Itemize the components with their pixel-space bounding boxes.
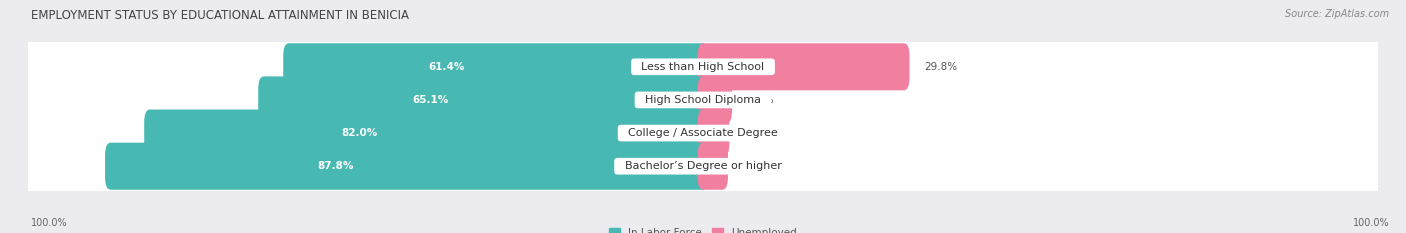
- FancyBboxPatch shape: [697, 110, 730, 157]
- Text: 82.0%: 82.0%: [342, 128, 378, 138]
- Text: 100.0%: 100.0%: [1353, 218, 1389, 228]
- Text: 61.4%: 61.4%: [427, 62, 464, 72]
- Text: 87.8%: 87.8%: [318, 161, 354, 171]
- FancyBboxPatch shape: [105, 143, 709, 190]
- Text: 65.1%: 65.1%: [412, 95, 449, 105]
- Text: EMPLOYMENT STATUS BY EDUCATIONAL ATTAINMENT IN BENICIA: EMPLOYMENT STATUS BY EDUCATIONAL ATTAINM…: [31, 9, 409, 22]
- Text: Less than High School: Less than High School: [634, 62, 772, 72]
- Text: 29.8%: 29.8%: [924, 62, 957, 72]
- FancyBboxPatch shape: [283, 43, 709, 90]
- FancyBboxPatch shape: [259, 76, 709, 123]
- FancyBboxPatch shape: [145, 110, 709, 157]
- FancyBboxPatch shape: [17, 129, 1389, 203]
- Text: 100.0%: 100.0%: [31, 218, 67, 228]
- FancyBboxPatch shape: [17, 63, 1389, 137]
- FancyBboxPatch shape: [697, 143, 728, 190]
- Text: College / Associate Degree: College / Associate Degree: [621, 128, 785, 138]
- Text: 2.9%: 2.9%: [742, 161, 769, 171]
- FancyBboxPatch shape: [17, 30, 1389, 104]
- Text: 3.5%: 3.5%: [747, 95, 773, 105]
- Text: Source: ZipAtlas.com: Source: ZipAtlas.com: [1285, 9, 1389, 19]
- FancyBboxPatch shape: [17, 96, 1389, 170]
- FancyBboxPatch shape: [697, 76, 733, 123]
- Text: High School Diploma: High School Diploma: [638, 95, 768, 105]
- Legend: In Labor Force, Unemployed: In Labor Force, Unemployed: [609, 228, 797, 233]
- FancyBboxPatch shape: [697, 43, 910, 90]
- Text: 3.1%: 3.1%: [744, 128, 770, 138]
- Text: Bachelor’s Degree or higher: Bachelor’s Degree or higher: [617, 161, 789, 171]
